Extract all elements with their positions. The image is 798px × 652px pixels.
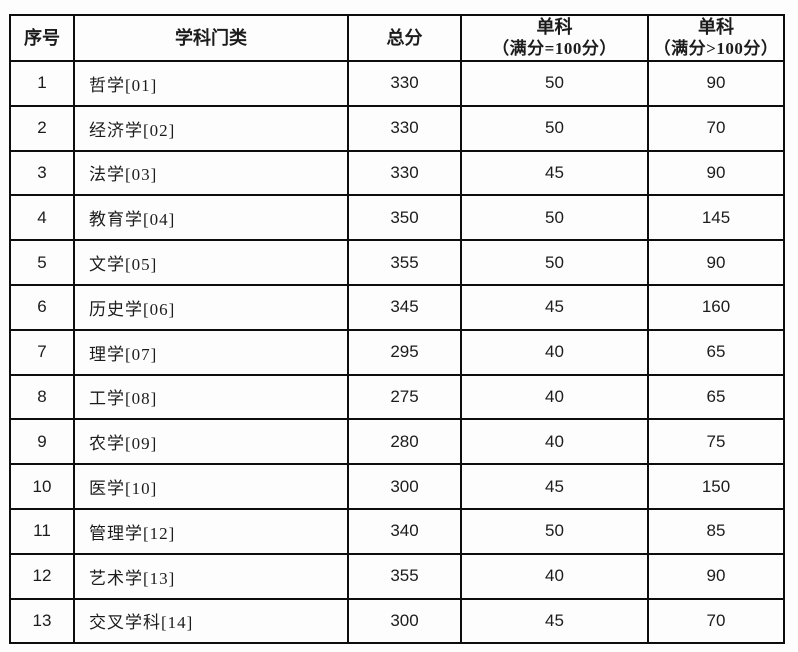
header-sublabel: （满分>100分）: [653, 39, 779, 58]
serial-number-cell: 8: [9, 373, 75, 421]
subject-category-cell: 艺术学[13]: [73, 552, 349, 600]
header-single-subject-100: 单科 （满分=100分）: [460, 14, 649, 62]
serial-number-cell: 10: [9, 463, 75, 510]
single-subject-100-cell: 50: [460, 507, 649, 555]
header-label: 单科: [536, 17, 573, 37]
table-row: 10 医学[10] 300 45 150: [9, 463, 785, 510]
single-subject-100-cell: 45: [460, 597, 649, 645]
header-serial-number: 序号: [9, 14, 75, 62]
table-row: 1 哲学[01] 330 50 90: [9, 60, 785, 107]
header-label: 学科门类: [175, 27, 247, 48]
single-subject-100-cell: 45: [460, 283, 649, 331]
single-subject-100-cell: 50: [460, 239, 649, 286]
serial-number-cell: 4: [9, 194, 75, 242]
subject-category-cell: 工学[08]: [73, 373, 349, 421]
table-row: 13 交叉学科[14] 300 45 70: [9, 597, 785, 645]
subject-category-cell: 文学[05]: [73, 239, 349, 286]
total-score-cell: 300: [347, 463, 462, 510]
serial-number-cell: 7: [9, 328, 75, 376]
single-subject-over-100-cell: 70: [647, 597, 785, 645]
table-header: 序号 学科门类 总分 单科 （满分=100分） 单科 （满分>100分）: [9, 14, 785, 62]
serial-number-cell: 3: [9, 149, 75, 197]
table-row: 2 经济学[02] 330 50 70: [9, 104, 785, 152]
subject-category-cell: 法学[03]: [73, 149, 349, 197]
header-subject-category: 学科门类: [73, 14, 349, 62]
header-total-score: 总分: [347, 14, 462, 62]
serial-number-cell: 13: [9, 597, 75, 645]
total-score-cell: 345: [347, 283, 462, 331]
single-subject-100-cell: 40: [460, 418, 649, 466]
header-label: 序号: [24, 27, 60, 48]
single-subject-over-100-cell: 90: [647, 239, 785, 286]
header-sublabel: （满分=100分）: [492, 39, 617, 58]
table-row: 9 农学[09] 280 40 75: [9, 418, 785, 466]
subject-category-cell: 历史学[06]: [73, 283, 349, 331]
total-score-cell: 330: [347, 104, 462, 152]
single-subject-over-100-cell: 90: [647, 552, 785, 600]
header-single-subject-over-100: 单科 （满分>100分）: [647, 14, 785, 62]
single-subject-over-100-cell: 160: [647, 283, 785, 331]
total-score-cell: 295: [347, 328, 462, 376]
header-row: 序号 学科门类 总分 单科 （满分=100分） 单科 （满分>100分）: [9, 14, 785, 62]
header-label: 单科: [698, 17, 734, 37]
single-subject-over-100-cell: 75: [647, 418, 785, 466]
subject-category-cell: 哲学[01]: [73, 60, 349, 107]
single-subject-100-cell: 40: [460, 552, 649, 600]
subject-category-cell: 经济学[02]: [73, 104, 349, 152]
score-table: 序号 学科门类 总分 单科 （满分=100分） 单科 （满分>100分） 1 哲学…: [9, 14, 785, 645]
single-subject-over-100-cell: 65: [647, 373, 785, 421]
total-score-cell: 330: [347, 60, 462, 107]
table-row: 12 艺术学[13] 355 40 90: [9, 552, 785, 600]
table-row: 5 文学[05] 355 50 90: [9, 239, 785, 286]
single-subject-100-cell: 50: [460, 60, 649, 107]
subject-category-cell: 医学[10]: [73, 463, 349, 510]
single-subject-over-100-cell: 65: [647, 328, 785, 376]
serial-number-cell: 11: [9, 507, 75, 555]
subject-category-cell: 教育学[04]: [73, 194, 349, 242]
table-row: 11 管理学[12] 340 50 85: [9, 507, 785, 555]
table-row: 7 理学[07] 295 40 65: [9, 328, 785, 376]
total-score-cell: 280: [347, 418, 462, 466]
single-subject-over-100-cell: 85: [647, 507, 785, 555]
single-subject-over-100-cell: 150: [647, 463, 785, 510]
total-score-cell: 300: [347, 597, 462, 645]
serial-number-cell: 5: [9, 239, 75, 286]
total-score-cell: 340: [347, 507, 462, 555]
single-subject-100-cell: 45: [460, 463, 649, 510]
serial-number-cell: 12: [9, 552, 75, 600]
serial-number-cell: 2: [9, 104, 75, 152]
table-row: 4 教育学[04] 350 50 145: [9, 194, 785, 242]
serial-number-cell: 9: [9, 418, 75, 466]
table-row: 3 法学[03] 330 45 90: [9, 149, 785, 197]
single-subject-over-100-cell: 90: [647, 149, 785, 197]
subject-category-cell: 管理学[12]: [73, 507, 349, 555]
subject-category-cell: 理学[07]: [73, 328, 349, 376]
total-score-cell: 355: [347, 552, 462, 600]
header-label: 总分: [386, 27, 423, 48]
subject-category-cell: 农学[09]: [73, 418, 349, 466]
total-score-cell: 330: [347, 149, 462, 197]
total-score-cell: 355: [347, 239, 462, 286]
single-subject-100-cell: 40: [460, 328, 649, 376]
serial-number-cell: 1: [9, 60, 75, 107]
table-row: 8 工学[08] 275 40 65: [9, 373, 785, 421]
single-subject-over-100-cell: 90: [647, 60, 785, 107]
serial-number-cell: 6: [9, 283, 75, 331]
single-subject-over-100-cell: 70: [647, 104, 785, 152]
total-score-cell: 275: [347, 373, 462, 421]
subject-category-cell: 交叉学科[14]: [73, 597, 349, 645]
single-subject-over-100-cell: 145: [647, 194, 785, 242]
table-row: 6 历史学[06] 345 45 160: [9, 283, 785, 331]
single-subject-100-cell: 40: [460, 373, 649, 421]
single-subject-100-cell: 50: [460, 104, 649, 152]
single-subject-100-cell: 50: [460, 194, 649, 242]
table-body: 1 哲学[01] 330 50 90 2 经济学[02] 330 50 70 3 法学[03] 330 4…: [9, 60, 785, 645]
total-score-cell: 350: [347, 194, 462, 242]
single-subject-100-cell: 45: [460, 149, 649, 197]
